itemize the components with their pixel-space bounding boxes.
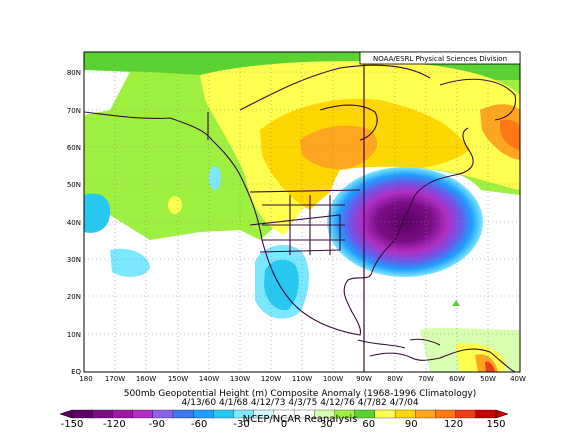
colorbar-swatch bbox=[92, 409, 113, 419]
lon-label: 180 bbox=[79, 375, 92, 383]
colorbar-label: 120 bbox=[444, 419, 463, 430]
lon-axis: 180 170W 160W 150W 140W 130W 120W 110W 1… bbox=[79, 375, 526, 383]
lon-label: 140W bbox=[199, 375, 219, 383]
lon-label: 130W bbox=[230, 375, 250, 383]
lon-label: 160W bbox=[136, 375, 156, 383]
lon-label: 80W bbox=[387, 375, 403, 383]
colorbar-label: -120 bbox=[103, 419, 126, 430]
colorbar-label: 60 bbox=[362, 419, 375, 430]
lon-label: 100W bbox=[323, 375, 343, 383]
lon-label: 120W bbox=[261, 375, 281, 383]
lat-label: 30N bbox=[67, 256, 81, 264]
colorbar-label: 30 bbox=[320, 419, 333, 430]
colorbar-label: 0 bbox=[281, 419, 287, 430]
map-title: 500mb Geopotential Height (m) Composite … bbox=[124, 389, 477, 399]
colorbar-swatch bbox=[435, 409, 457, 419]
credit-text: NOAA/ESRL Physical Sciences Division bbox=[373, 55, 507, 63]
lat-label: 70N bbox=[67, 107, 81, 115]
lat-label: 20N bbox=[67, 293, 81, 301]
source-text: NCEP/NCAR Reanalysis bbox=[243, 414, 358, 425]
colorbar-label: 150 bbox=[486, 419, 505, 430]
lon-label: 110W bbox=[292, 375, 312, 383]
colorbar-arrow-left bbox=[59, 409, 73, 419]
colorbar-swatch bbox=[394, 409, 416, 419]
colorbar bbox=[59, 409, 509, 419]
colorbar-swatch bbox=[112, 409, 134, 419]
colorbar-swatch bbox=[192, 409, 214, 419]
lon-label: 150W bbox=[168, 375, 188, 383]
colorbar-label: 90 bbox=[405, 419, 418, 430]
lat-label: EQ bbox=[71, 368, 81, 376]
colorbar-swatch bbox=[475, 409, 497, 419]
lat-label: 10N bbox=[67, 331, 81, 339]
colorbar-label: -90 bbox=[149, 419, 165, 430]
colorbar-swatch bbox=[415, 409, 436, 419]
colorbar-arrow-right bbox=[495, 409, 509, 419]
colorbar-swatch bbox=[132, 409, 154, 419]
lon-label: 60W bbox=[449, 375, 465, 383]
map-dates: 4/13/60 4/1/68 4/12/73 4/3/75 4/12/76 4/… bbox=[181, 398, 418, 408]
colorbar-swatch bbox=[172, 409, 194, 419]
colorbar-label: -30 bbox=[233, 419, 249, 430]
lon-label: 170W bbox=[105, 375, 125, 383]
lat-label: 80N bbox=[67, 69, 81, 77]
lon-label: 50W bbox=[480, 375, 496, 383]
colorbar-swatch bbox=[374, 409, 396, 419]
colorbar-labels: -150 -120 -90 -60 -30 0 30 60 90 120 150 bbox=[61, 419, 506, 430]
lat-label: 40N bbox=[67, 219, 81, 227]
coastlines bbox=[84, 64, 517, 372]
colorbar-label: -150 bbox=[61, 419, 84, 430]
marker-icon bbox=[452, 300, 460, 306]
credit-box bbox=[359, 51, 521, 65]
colorbar-swatch bbox=[455, 409, 477, 419]
colorbar-swatch bbox=[354, 409, 376, 419]
lat-axis: EQ 10N 20N 30N 40N 50N 60N 70N 80N bbox=[67, 69, 82, 376]
colorbar-swatch bbox=[71, 409, 93, 419]
lon-label: 70W bbox=[418, 375, 434, 383]
lat-label: 60N bbox=[67, 144, 81, 152]
colorbar-swatch bbox=[213, 409, 234, 419]
lon-label: 40W bbox=[510, 375, 526, 383]
plot-frame bbox=[83, 51, 521, 373]
colorbar-label: -60 bbox=[191, 419, 207, 430]
lon-label: 90W bbox=[356, 375, 372, 383]
colorbar-swatch bbox=[152, 409, 174, 419]
lat-label: 50N bbox=[67, 181, 81, 189]
